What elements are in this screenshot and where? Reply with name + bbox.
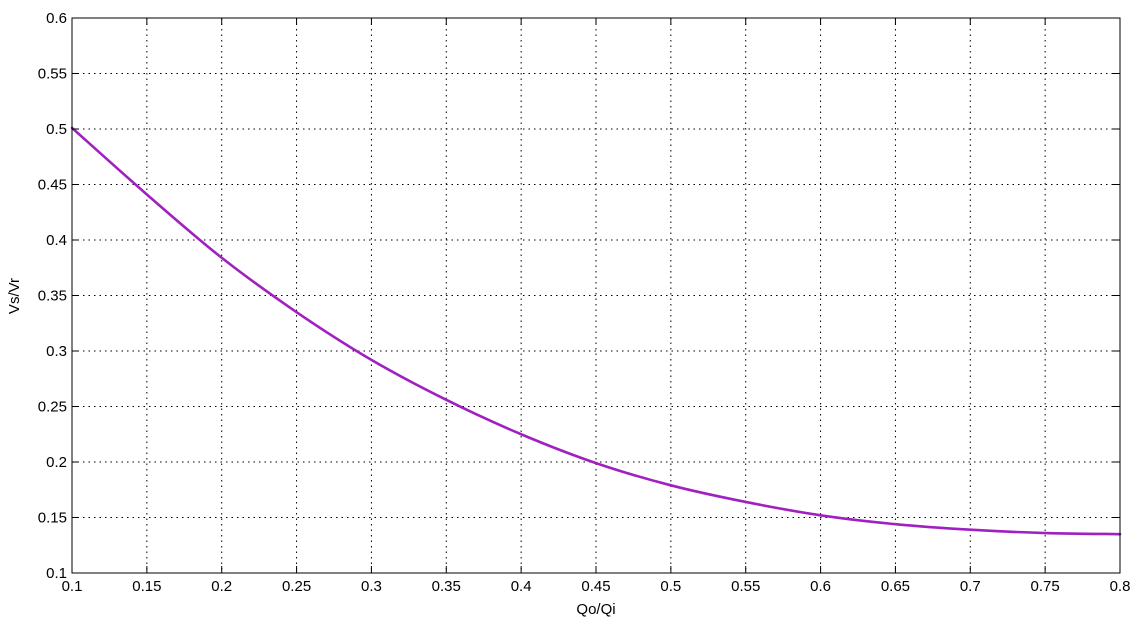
y-tick-label: 0.1 — [46, 565, 67, 582]
y-tick-label: 0.15 — [38, 510, 67, 527]
x-tick-label: 0.1 — [62, 578, 83, 595]
y-tick-label: 0.2 — [46, 454, 67, 471]
grid-lines — [72, 18, 1120, 573]
x-tick-label: 0.5 — [660, 578, 681, 595]
series-line — [70, 126, 1122, 536]
y-tick-label: 0.4 — [46, 232, 67, 249]
x-tick-label: 0.45 — [581, 578, 610, 595]
x-tick-label: 0.25 — [282, 578, 311, 595]
x-tick-label: 0.7 — [960, 578, 981, 595]
x-tick-label: 0.4 — [511, 578, 532, 595]
x-tick-label: 0.35 — [432, 578, 461, 595]
y-tick-label: 0.6 — [46, 10, 67, 27]
x-tick-label: 0.65 — [881, 578, 910, 595]
x-tick-label: 0.8 — [1110, 578, 1131, 595]
x-tick-label: 0.75 — [1031, 578, 1060, 595]
x-tick-label: 0.55 — [731, 578, 760, 595]
x-axis-label: Qo/Qi — [576, 601, 615, 618]
y-tick-label: 0.35 — [38, 288, 67, 305]
y-tick-label: 0.3 — [46, 343, 67, 360]
y-tick-label: 0.5 — [46, 121, 67, 138]
y-tick-label: 0.25 — [38, 399, 67, 416]
y-tick-label: 0.45 — [38, 177, 67, 194]
y-tick-labels: 0.1 0.15 0.2 0.25 0.3 0.35 0.4 0.45 0.5 0.55 0.6 — [38, 10, 67, 582]
x-tick-label: 0.15 — [132, 578, 161, 595]
x-tick-label: 0.6 — [810, 578, 831, 595]
x-tick-label: 0.2 — [211, 578, 232, 595]
x-tick-labels: 0.1 0.15 0.2 0.25 0.3 0.35 0.4 0.45 0.5 0.55 0.6 0.… — [62, 578, 1131, 595]
axis-ticks — [71, 17, 1121, 574]
x-tick-label: 0.3 — [361, 578, 382, 595]
y-axis-label: Vs/Vr — [6, 278, 23, 314]
y-tick-label: 0.55 — [38, 66, 67, 83]
